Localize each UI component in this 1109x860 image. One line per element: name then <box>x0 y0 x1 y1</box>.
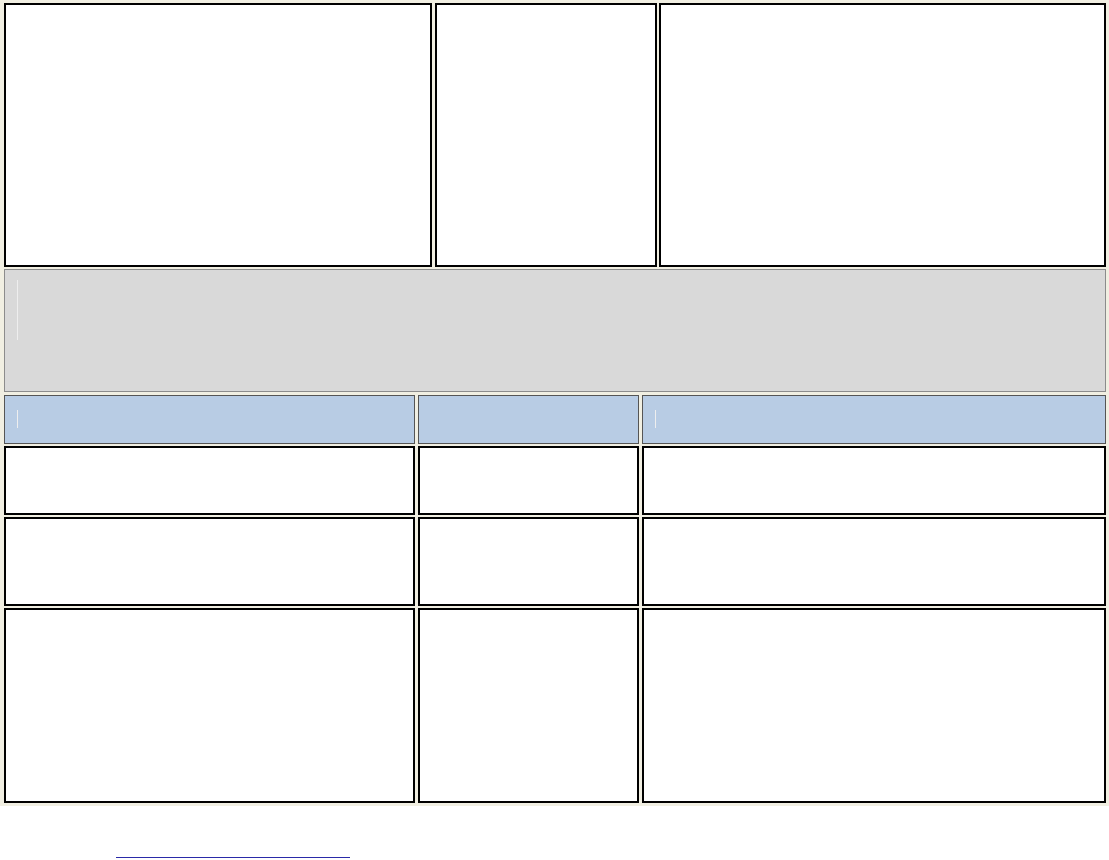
table-frame <box>0 0 1109 806</box>
top-cell <box>435 3 657 267</box>
top-cell <box>659 3 1106 267</box>
link-underline[interactable] <box>116 857 350 858</box>
body-cell <box>642 446 1106 515</box>
header-cell <box>418 395 639 444</box>
top-cell <box>4 3 432 267</box>
body-cell <box>4 446 415 515</box>
cell-rule <box>655 410 656 428</box>
body-cell <box>418 608 639 803</box>
body-cell <box>642 517 1106 606</box>
header-cell <box>4 395 415 444</box>
body-cell <box>418 517 639 606</box>
cell-rule <box>17 280 18 340</box>
body-cell <box>642 608 1106 803</box>
body-cell <box>418 446 639 515</box>
cell-rule <box>17 410 18 428</box>
body-cell <box>4 517 415 606</box>
body-cell <box>4 608 415 803</box>
header-cell <box>642 395 1106 444</box>
band-row <box>4 269 1106 392</box>
